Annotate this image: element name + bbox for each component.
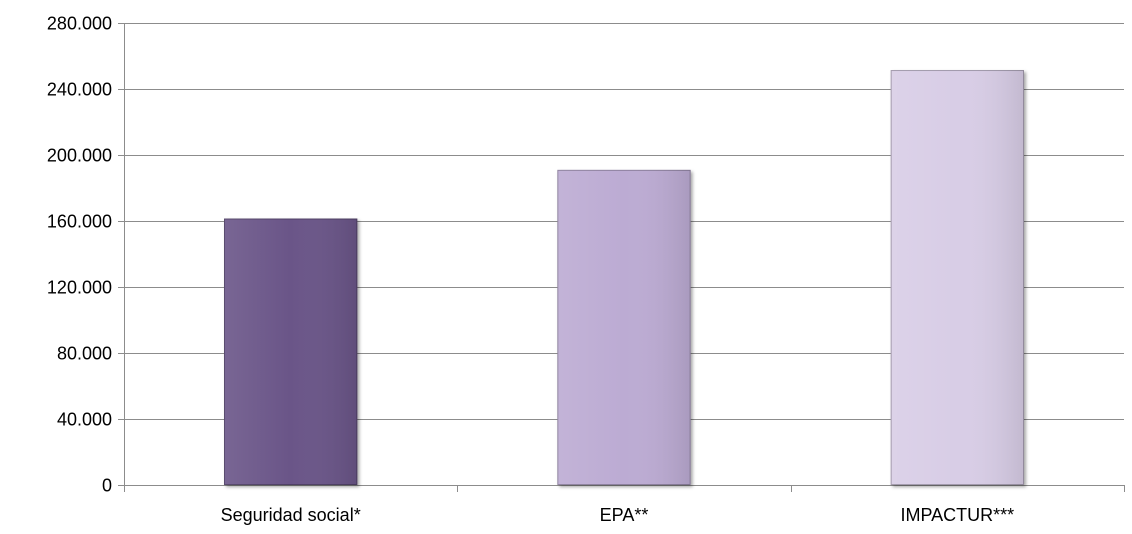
- bar-outline: [224, 218, 358, 485]
- bar-1: [224, 218, 358, 485]
- y-tick-label: 280.000: [47, 14, 112, 34]
- bar-bevel: [224, 218, 358, 485]
- bars: [224, 70, 1025, 486]
- bar-bevel: [557, 169, 691, 485]
- bar-outline: [890, 70, 1025, 486]
- y-tick-label: 120.000: [47, 278, 112, 298]
- x-tick-label: IMPACTUR***: [900, 505, 1014, 525]
- bar-outline: [557, 169, 691, 485]
- y-tick-label: 40.000: [57, 410, 112, 430]
- bar-bevel: [890, 70, 1024, 486]
- y-tick-label: 200.000: [47, 146, 112, 166]
- y-tick-label: 0: [102, 476, 112, 496]
- bar-2: [557, 169, 691, 485]
- y-tick-label: 80.000: [57, 344, 112, 364]
- x-tick-label: EPA**: [600, 505, 649, 525]
- y-tick-label: 240.000: [47, 80, 112, 100]
- x-tick-label: Seguridad social*: [221, 505, 361, 525]
- y-tick-label: 160.000: [47, 212, 112, 232]
- bar-3: [890, 70, 1025, 486]
- axes: [118, 23, 1125, 492]
- x-tick-labels: Seguridad social* EPA** IMPACTUR***: [221, 505, 1015, 525]
- y-tick-labels: 0 40.000 80.000 120.000 160.000 200.000 240.00…: [47, 14, 112, 496]
